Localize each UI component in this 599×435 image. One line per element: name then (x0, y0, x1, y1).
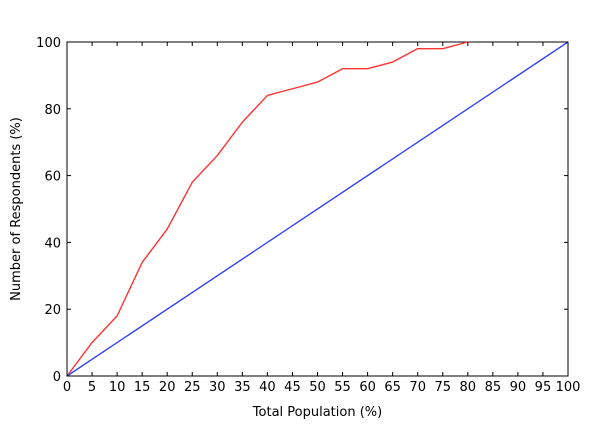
y-tick-label: 20 (44, 303, 61, 318)
x-tick-label: 90 (510, 380, 527, 395)
x-tick-label: 65 (384, 380, 401, 395)
x-tick-label: 95 (535, 380, 552, 395)
y-axis-label: Number of Respondents (%) (9, 117, 24, 301)
series-line-1 (66, 41, 569, 377)
y-tick-label: 80 (44, 103, 61, 118)
x-tick-label: 0 (63, 380, 71, 395)
y-tick-label: 100 (36, 36, 61, 51)
x-tick-label: 10 (109, 380, 126, 395)
x-tick-label: 85 (485, 380, 502, 395)
y-tick-label: 60 (44, 170, 61, 185)
x-tick-label: 55 (334, 380, 351, 395)
series-layer (66, 41, 569, 377)
y-tick-label: 40 (44, 236, 61, 251)
x-tick-label: 35 (234, 380, 251, 395)
x-tick-label: 70 (409, 380, 426, 395)
ticks-layer: 0 5 10 15 20 25 30 35 40 45 50 55 60 65 70 75 80 85 90 95 10… (36, 36, 580, 395)
x-tick-label: 50 (309, 380, 326, 395)
x-tick-label: 45 (284, 380, 301, 395)
x-tick-label: 40 (259, 380, 276, 395)
x-tick-label: 60 (359, 380, 376, 395)
x-tick-label: 30 (209, 380, 226, 395)
x-tick-label: 80 (460, 380, 477, 395)
x-tick-label: 15 (134, 380, 151, 395)
x-tick-label: 5 (88, 380, 96, 395)
x-tick-label: 75 (434, 380, 451, 395)
series-line-0 (66, 41, 468, 377)
x-tick-label: 25 (184, 380, 201, 395)
x-tick-label: 20 (159, 380, 176, 395)
x-tick-label: 100 (556, 380, 581, 395)
x-axis-label: Total Population (%) (252, 405, 382, 420)
y-tick-label: 0 (53, 370, 61, 385)
